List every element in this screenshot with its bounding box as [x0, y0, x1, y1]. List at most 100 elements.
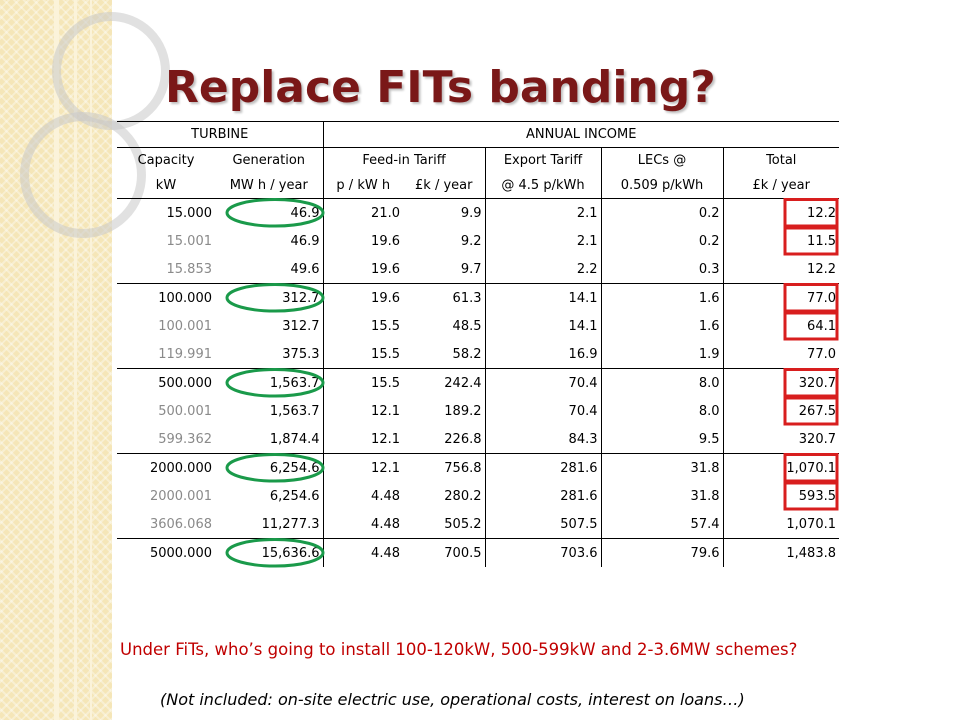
lec-cell: 31.8: [600, 482, 723, 510]
capacity-cell: 2000.000: [117, 453, 215, 482]
band-stripe: [90, 0, 92, 720]
table-row: 599.362 1,874.4 12.1 226.8 84.3 9.5 320.7: [117, 425, 839, 454]
tariff-cell: 21.0: [322, 198, 403, 227]
capacity-cell: 500.001: [158, 403, 212, 419]
turbine-income-table: TURBINE ANNUAL INCOME Capacity Generatio…: [117, 121, 839, 567]
total-cell: 12.2: [722, 255, 839, 284]
total-cell: 320.7: [722, 425, 839, 454]
generation-cell: 6,254.6: [269, 488, 320, 504]
fit-income-cell: 9.9: [460, 205, 482, 221]
table-row: 119.991 375.3 15.5 58.2 16.9 1.9 77.0: [117, 340, 839, 369]
generation-cell: 49.6: [290, 261, 320, 277]
export-cell: 2.1: [484, 198, 601, 227]
capacity-cell: 15.001: [166, 233, 213, 249]
total-cell: 593.5: [722, 482, 839, 510]
export-cell: 281.6: [484, 482, 601, 510]
export-cell: 14.1: [484, 283, 601, 312]
table-row: 5000.000 15,636.6 4.48 700.5 703.6 79.6 1,483.…: [117, 538, 839, 567]
fit-income-cell: 189.2: [444, 403, 482, 419]
table-body: 15.000 46.9 21.0 9.9 2.1 0.2 12.2 15.001 46.9 19.…: [117, 198, 839, 567]
tariff-cell: 4.48: [322, 538, 403, 567]
capacity-cell: 599.362: [158, 431, 212, 447]
fit-income-cell: 58.2: [452, 346, 482, 362]
export-cell: 70.4: [484, 397, 601, 425]
export-cell: 14.1: [484, 312, 601, 340]
export-cell: 70.4: [484, 368, 601, 397]
tariff-cell: 4.48: [322, 482, 403, 510]
lec-cell: 1.6: [600, 283, 723, 312]
table-row: 3606.068 11,277.3 4.48 505.2 507.5 57.4 1,070.…: [117, 510, 839, 539]
band-stripe: [74, 0, 77, 720]
generation-cell: 312.7: [215, 283, 323, 312]
tariff-cell: 15.5: [322, 312, 403, 340]
question-note: Under FiTs, who’s going to install 100-1…: [120, 640, 798, 659]
export-cell: 281.6: [484, 453, 601, 482]
total-cell: 320.7: [722, 368, 839, 397]
header-capacity: Capacity: [137, 153, 195, 168]
total-cell: 11.5: [722, 227, 839, 255]
table-row: 15.000 46.9 21.0 9.9 2.1 0.2 12.2: [117, 198, 839, 227]
generation-cell: 11,277.3: [261, 516, 320, 532]
footnote: (Not included: on-site electric use, ope…: [160, 690, 745, 709]
header-feed-in-tariff: Feed-in Tariff: [322, 147, 485, 173]
capacity-cell: 15.000: [166, 205, 213, 221]
tariff-cell: 12.1: [322, 453, 403, 482]
generation-cell: 1,563.7: [269, 403, 320, 419]
total-cell: 1,483.8: [722, 538, 839, 567]
tariff-cell: 19.6: [322, 255, 403, 284]
slide-title: Replace FITs banding?: [165, 62, 716, 113]
lec-cell: 57.4: [600, 510, 723, 539]
table-row: 2000.000 6,254.6 12.1 756.8 281.6 31.8 1,070.1: [117, 453, 839, 482]
lec-cell: 8.0: [600, 397, 723, 425]
export-cell: 703.6: [484, 538, 601, 567]
tariff-cell: 4.48: [322, 510, 403, 539]
capacity-cell: 5000.000: [117, 538, 215, 567]
tariff-cell: 12.1: [322, 425, 403, 454]
table-row: 15.001 46.9 19.6 9.2 2.1 0.2 11.5: [117, 227, 839, 255]
generation-cell: 312.7: [282, 318, 320, 334]
capacity-cell: 119.991: [158, 346, 212, 362]
generation-cell: 15,636.6: [215, 538, 323, 567]
total-cell: 64.1: [722, 312, 839, 340]
header-generation: Generation: [232, 153, 306, 168]
table-row: 100.001 312.7 15.5 48.5 14.1 1.6 64.1: [117, 312, 839, 340]
export-cell: 2.2: [484, 255, 601, 284]
unit-gbp-total: £k / year: [722, 173, 839, 199]
header-turbine: TURBINE: [117, 121, 323, 148]
fit-income-cell: 9.7: [460, 261, 482, 277]
fit-income-cell: 242.4: [403, 368, 485, 397]
fit-income-cell: 505.2: [444, 516, 482, 532]
capacity-cell: 500.000: [117, 368, 215, 397]
header-export-tariff: Export Tariff: [484, 147, 601, 173]
header-lecs: LECs @: [600, 147, 723, 173]
lec-cell: 0.2: [600, 198, 723, 227]
generation-cell: 6,254.6: [215, 453, 323, 482]
generation-cell: 1,874.4: [269, 431, 320, 447]
generation-cell: 1,563.7: [215, 368, 323, 397]
lec-cell: 31.8: [600, 453, 723, 482]
total-cell: 77.0: [722, 340, 839, 369]
total-cell: 77.0: [722, 283, 839, 312]
generation-cell: 375.3: [282, 346, 320, 362]
fit-income-cell: 61.3: [403, 283, 485, 312]
total-cell: 12.2: [722, 198, 839, 227]
total-cell: 1,070.1: [722, 510, 839, 539]
unit-p-per-kwh: p / kW h: [322, 173, 403, 199]
lec-cell: 9.5: [600, 425, 723, 454]
lec-cell: 1.6: [600, 312, 723, 340]
band-stripe: [54, 0, 59, 720]
tariff-cell: 15.5: [322, 340, 403, 369]
total-cell: 1,070.1: [722, 453, 839, 482]
fit-income-cell: 700.5: [403, 538, 485, 567]
header-total: Total: [722, 147, 839, 173]
capacity-cell: 15.853: [166, 261, 213, 277]
tariff-cell: 19.6: [322, 283, 403, 312]
fit-income-cell: 48.5: [452, 318, 482, 334]
capacity-cell: 100.001: [158, 318, 212, 334]
fit-income-cell: 9.2: [460, 233, 482, 249]
export-cell: 507.5: [484, 510, 601, 539]
table-row: 500.001 1,563.7 12.1 189.2 70.4 8.0 267.5: [117, 397, 839, 425]
lec-cell: 0.3: [600, 255, 723, 284]
lec-cell: 0.2: [600, 227, 723, 255]
capacity-cell: 3606.068: [149, 516, 212, 532]
